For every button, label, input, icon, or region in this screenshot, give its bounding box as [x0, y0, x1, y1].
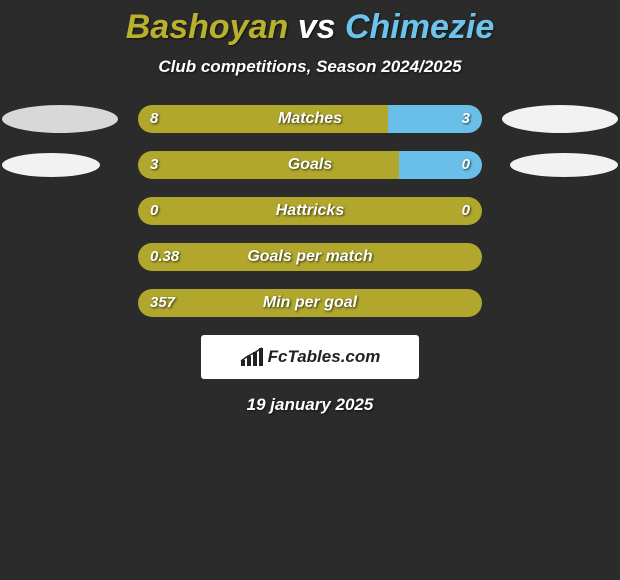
footer-date: 19 january 2025: [0, 395, 620, 415]
bar-left-segment: [138, 289, 482, 317]
stat-value-left: 8: [150, 105, 158, 133]
title-player1: Bashoyan: [126, 8, 289, 46]
player1-marker: [2, 105, 118, 133]
stat-bar: 0.38Goals per match: [138, 243, 482, 271]
brand-badge: FcTables.com: [201, 335, 419, 379]
bar-left-segment: [138, 105, 388, 133]
title-vs: vs: [288, 8, 345, 46]
stat-value-left: 3: [150, 151, 158, 179]
subtitle: Club competitions, Season 2024/2025: [0, 57, 620, 77]
stat-row: 357Min per goal: [0, 289, 620, 317]
stat-value-left: 0: [150, 197, 158, 225]
stat-row: 00Hattricks: [0, 197, 620, 225]
stat-value-left: 0.38: [150, 243, 179, 271]
bar-left-segment: [138, 151, 399, 179]
stat-row: 0.38Goals per match: [0, 243, 620, 271]
player1-marker: [2, 153, 100, 177]
brand-text: FcTables.com: [268, 347, 381, 367]
player2-marker: [510, 153, 618, 177]
stat-bar: 83Matches: [138, 105, 482, 133]
stat-bar: 00Hattricks: [138, 197, 482, 225]
stat-value-right: 0: [462, 197, 470, 225]
bar-left-segment: [138, 197, 482, 225]
page-title: Bashoyan vs Chimezie: [0, 0, 620, 47]
player2-marker: [502, 105, 618, 133]
stat-bar: 357Min per goal: [138, 289, 482, 317]
stat-row: 30Goals: [0, 151, 620, 179]
bars-icon: [240, 346, 264, 368]
stat-value-right: 0: [462, 151, 470, 179]
stat-value-left: 357: [150, 289, 175, 317]
stat-row: 83Matches: [0, 105, 620, 133]
bar-left-segment: [138, 243, 482, 271]
stat-bar: 30Goals: [138, 151, 482, 179]
stat-value-right: 3: [462, 105, 470, 133]
title-player2: Chimezie: [345, 8, 494, 46]
comparison-chart: 83Matches30Goals00Hattricks0.38Goals per…: [0, 105, 620, 317]
